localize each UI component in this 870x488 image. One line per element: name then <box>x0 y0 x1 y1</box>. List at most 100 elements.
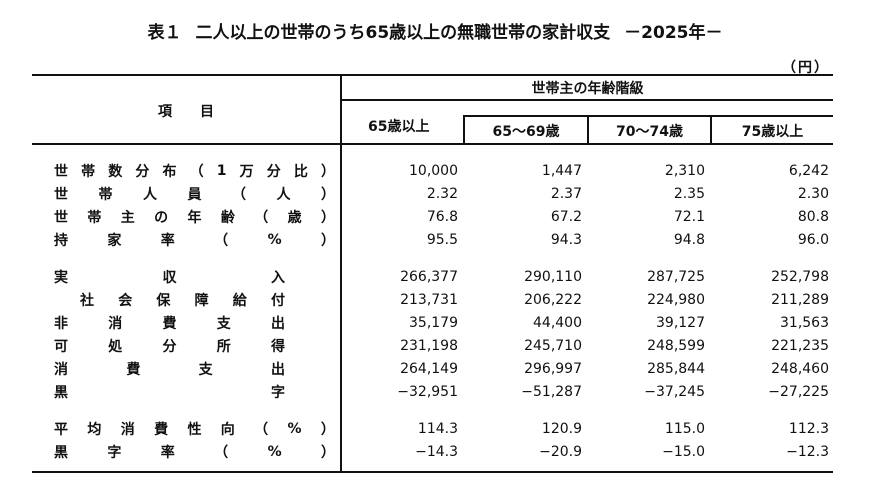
row-label-char: の <box>154 210 169 226</box>
row-label-char: 消 <box>120 422 135 438</box>
row-label-char: 所 <box>216 339 231 355</box>
row-label-char: 費 <box>162 316 177 332</box>
table-row: 非 消 費 支 出 35,179 44,400 39,127 31,563 <box>0 312 870 334</box>
column-header-65-69: 65～69歳 <box>492 124 560 140</box>
row-label: 持 家 率 （% ） <box>54 229 335 251</box>
row-label-char: ） <box>320 233 335 249</box>
cell-value: 94.3 <box>550 232 582 248</box>
row-label-char: ） <box>320 422 335 438</box>
row-label-char: 帯 <box>98 187 113 203</box>
table-title-text: 二人以上の世帯のうち65歳以上の無職世帯の家計収支 <box>195 23 611 43</box>
row-label-char: 人 <box>276 187 291 203</box>
row-label-char: 実 <box>54 270 68 286</box>
row-label-char: 字 <box>271 385 285 401</box>
row-label-char: 出 <box>270 362 285 378</box>
row-label-char: 率 <box>160 445 175 461</box>
cell-value: −32,951 <box>397 384 458 400</box>
row-label-char: 歳 <box>287 210 302 226</box>
column-header-65-plus: 65歳以上 <box>368 119 430 135</box>
table-top-border <box>32 74 833 76</box>
row-label-char: 非 <box>54 316 68 332</box>
cell-value: 252,798 <box>771 269 829 285</box>
row-label-char: 黒 <box>54 445 68 461</box>
cell-value: 114.3 <box>417 421 458 437</box>
table-row: 実 収 入 266,377 290,110 287,725 252,798 <box>0 266 870 288</box>
row-label-char: 消 <box>54 362 68 378</box>
row-label-char: 分 <box>162 339 177 355</box>
cell-value: 80.8 <box>797 209 829 225</box>
row-label-char: 収 <box>162 270 177 286</box>
cell-value: 35,179 <box>409 315 458 331</box>
cell-value: 39,127 <box>656 315 705 331</box>
row-label-char: 支 <box>216 316 231 332</box>
row-label-char: 家 <box>107 233 122 249</box>
cell-value: 245,710 <box>524 338 582 354</box>
cell-value: −37,245 <box>644 384 705 400</box>
cell-value: 213,731 <box>400 292 458 308</box>
age-group-header: 世帯主の年齢階級 <box>531 81 644 97</box>
table-number: 表１ <box>147 23 182 43</box>
row-label-char: 比 <box>293 164 308 180</box>
table-row: 持 家 率 （% ） 95.5 94.3 94.8 96.0 <box>0 229 870 251</box>
cell-value: 67.2 <box>550 209 582 225</box>
row-label-char: 性 <box>187 422 202 438</box>
cell-value: 2,310 <box>664 163 705 179</box>
cell-value: −20.9 <box>539 444 582 460</box>
cell-value: 231,198 <box>400 338 458 354</box>
cell-value: 10,000 <box>409 163 458 179</box>
row-label-char: 1 <box>216 163 227 179</box>
cell-value: 296,997 <box>524 361 582 377</box>
row-label-char: 入 <box>271 270 285 286</box>
row-label: 世 帯 主 の 年 齢 （ 歳 ） <box>54 206 335 228</box>
row-label-char: 字 <box>107 445 122 461</box>
row-label-char: % <box>287 421 302 437</box>
table-row: 可 処 分 所 得 231,198 245,710 248,599 221,235 <box>0 335 870 357</box>
cell-value: −51,287 <box>521 384 582 400</box>
cell-value: 6,242 <box>788 163 829 179</box>
row-label-char: 万 <box>239 164 254 180</box>
cell-value: 287,725 <box>647 269 705 285</box>
row-label-char: 会 <box>118 293 133 309</box>
row-label-char: （ <box>254 210 269 226</box>
table-row: 世 帯 人 員 （ 人 ） 2.32 2.37 2.35 2.30 <box>0 183 870 205</box>
cell-value: 44,400 <box>533 315 582 331</box>
cell-value: −14.3 <box>415 444 458 460</box>
subcol-divider-2 <box>587 115 589 144</box>
table-row: 社 会 保 障 給 付 213,731 206,222 224,980 211,289 <box>0 289 870 311</box>
row-label-char: 費 <box>126 362 141 378</box>
row-label-char: 分 <box>266 164 281 180</box>
row-label-char: 可 <box>54 339 68 355</box>
row-label: 消費支出 <box>54 358 285 380</box>
row-label-char: 消 <box>108 316 123 332</box>
row-label-char: 社 <box>80 293 94 309</box>
column-header-70-74: 70～74歳 <box>616 124 683 140</box>
row-label-char: （ <box>232 187 246 203</box>
table-row: 平 均 消 費 性 向 （% ） 114.3 120.9 115.0 112.3 <box>0 418 870 440</box>
cell-value: 290,110 <box>524 269 582 285</box>
table-row: 消 費 支 出 264,149 296,997 285,844 248,460 <box>0 358 870 380</box>
cell-value: 285,844 <box>647 361 705 377</box>
cell-value: 95.5 <box>426 232 458 248</box>
column-header-75-plus: 75歳以上 <box>741 124 804 140</box>
row-label-char: 得 <box>271 339 285 355</box>
row-label-char: 世 <box>54 187 68 203</box>
table-year: －2025年－ <box>624 23 723 43</box>
item-header: 項 目 <box>158 104 214 120</box>
cell-value: 76.8 <box>426 209 458 225</box>
row-label-char: 持 <box>54 233 68 249</box>
row-label-char: （ <box>214 233 229 249</box>
subcol-divider-1 <box>463 115 465 144</box>
row-label-char: 人 <box>143 187 157 203</box>
row-label-char: 数 <box>108 164 123 180</box>
unit-label: （円） <box>782 60 830 76</box>
cell-value: 2.30 <box>797 186 829 202</box>
row-label-char: 黒 <box>54 385 68 401</box>
row-label-char: 世 <box>54 164 68 180</box>
table-title: 表１ 二人以上の世帯のうち65歳以上の無職世帯の家計収支 －2025年－ <box>0 18 870 43</box>
row-label: 非消費支出 <box>54 312 285 334</box>
row-label-char: 率 <box>160 233 175 249</box>
row-label-char: 年 <box>187 210 202 226</box>
cell-value: 2.32 <box>426 186 458 202</box>
cell-value: 96.0 <box>797 232 829 248</box>
row-label-char: 保 <box>156 293 171 309</box>
